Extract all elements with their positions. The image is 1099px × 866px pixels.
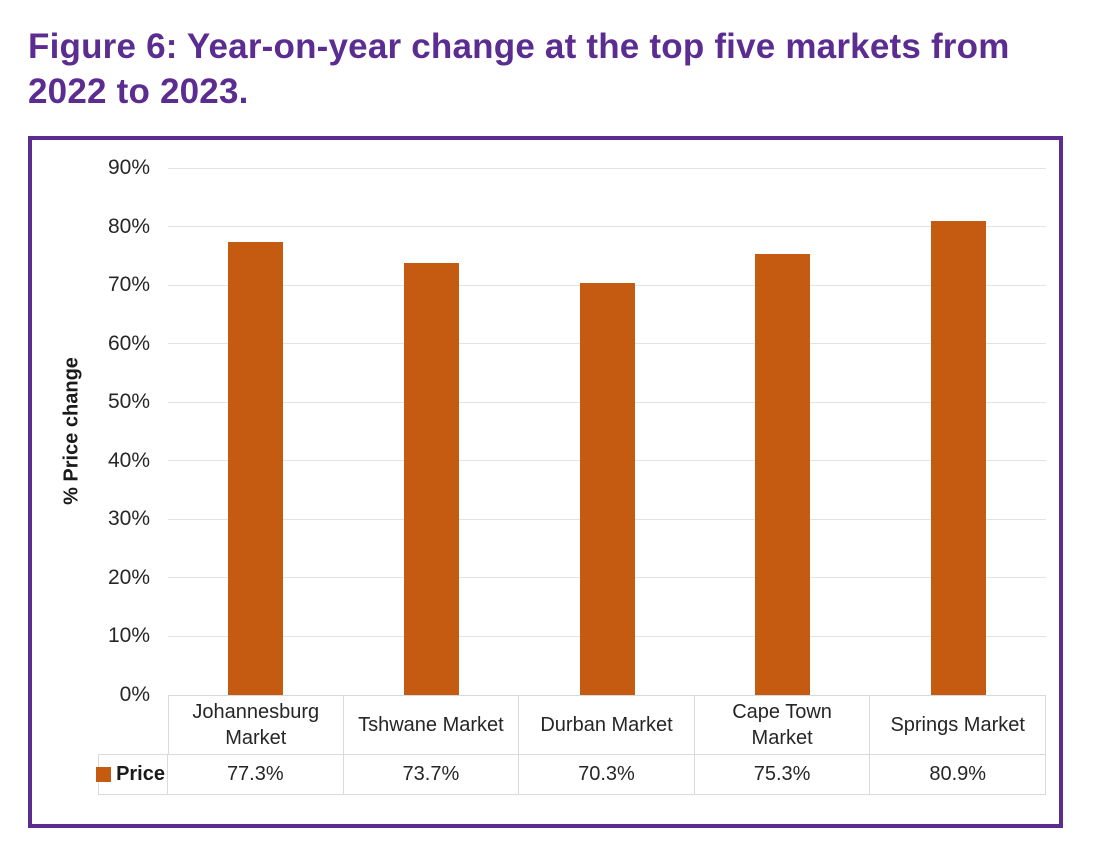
value-cell: 73.7% [343,754,520,795]
value-cell: 75.3% [694,754,871,795]
figure-title: Figure 6: Year-on-year change at the top… [28,27,1010,111]
value-cell: 77.3% [168,754,344,795]
value-cell: 80.9% [870,754,1046,795]
category-cell: Cape Town Market [694,695,871,755]
value-cell: 70.3% [519,754,695,795]
y-tick-label: 90% [107,156,150,179]
plot-area [168,167,1046,696]
y-tick-label: 10% [107,624,150,648]
category-cell: Durban Market [519,695,695,755]
y-tick-label: 30% [107,507,150,531]
legend-label: Price [116,763,165,785]
bar [755,254,811,695]
bar [930,221,986,695]
category-cell: Springs Market [870,695,1046,755]
gridline [168,167,1046,169]
legend-cell: Price [96,754,168,795]
category-cell: Johannesburg Market [168,695,344,755]
bar [403,263,459,695]
bar [579,283,635,695]
y-tick-label: 40% [107,448,150,472]
category-axis-table-row: Johannesburg Market Tshwane Market Durban … [168,695,1046,755]
y-tick-label: 60% [107,331,150,355]
bar [228,242,284,695]
gridline [168,226,1046,228]
y-tick-label: 80% [107,214,150,238]
y-tick-label: 20% [107,565,150,589]
y-tick-label: 70% [107,273,150,297]
chart-frame: % Price change 0% 10% 20% 30% 40% 50% 60% 70% 80… [28,136,1063,828]
value-table-row: Price 77.3% 73.7% 70.3% 75.3% 80.9% [96,754,1046,795]
category-cell: Tshwane Market [343,695,520,755]
y-tick-label: 0% [119,683,150,706]
y-axis-title: % Price change [60,357,83,505]
y-tick-label: 50% [107,390,150,414]
legend-swatch-icon [96,767,112,782]
